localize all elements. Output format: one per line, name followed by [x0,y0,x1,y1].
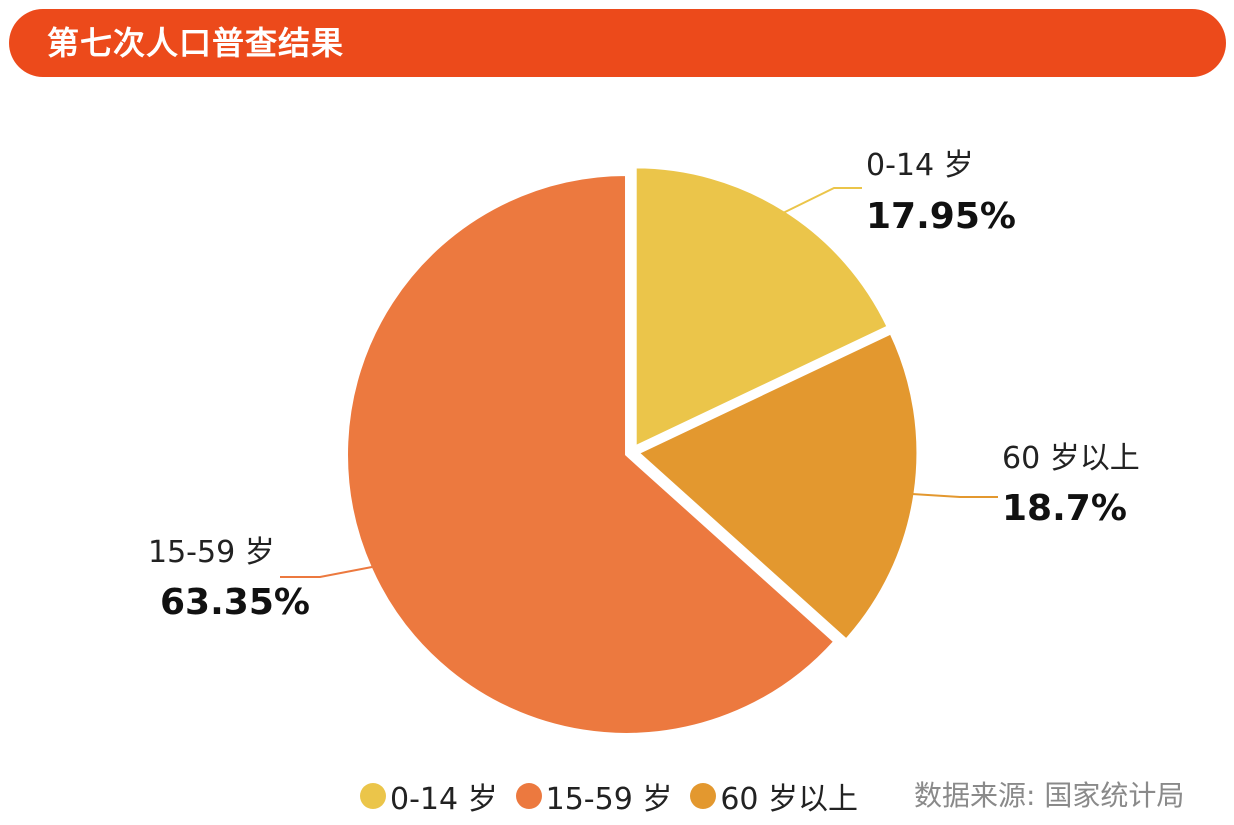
leader-line [280,566,373,578]
legend-label: 15-59 岁 [545,782,673,817]
slice-category-label: 60 岁以上 [1002,441,1140,476]
legend-swatch [515,783,542,809]
slice-value-label: 17.95% [866,196,1016,237]
legend-item-60-plus: 60 岁以上 [690,774,858,818]
legend-swatch [360,783,386,809]
leader-line [782,187,862,214]
legend-label: 0-14 岁 [390,782,498,817]
slice-category-label: 15-59 岁 [148,535,275,570]
slice-value-label: 63.35% [160,582,310,623]
legend-item-15-59: 15-59 岁 [515,774,673,818]
slice-0-14 [633,165,890,449]
pie-slices [345,165,920,736]
data-source: 数据来源: 国家统计局 [914,779,1185,812]
slice-value-label: 18.7% [1002,488,1127,529]
legend-swatch [690,783,717,809]
slice-category-label: 0-14 岁 [866,148,974,183]
leader-lines [280,187,998,578]
legend-item-0-14: 0-14 岁 [360,774,498,818]
leader-line [911,493,998,498]
chart-title: 第七次人口普查结果 [47,24,345,62]
legend-label: 60 岁以上 [720,782,859,817]
slice-labels: 0-14 岁 17.95% 60 岁以上 18.7% 15-59 岁 63.35% [148,148,1140,623]
pie-chart: 0-14 岁 17.95% 60 岁以上 18.7% 15-59 岁 63.35% [148,148,1140,736]
title-banner: 第七次人口普查结果 [9,9,1226,77]
legend: 0-14 岁 15-59 岁 60 岁以上 [360,772,876,820]
slice-15-59 [345,172,837,736]
